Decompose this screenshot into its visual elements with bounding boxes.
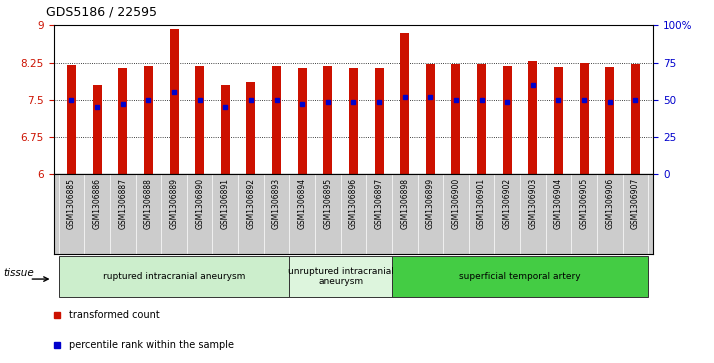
Text: GSM1306906: GSM1306906 <box>605 178 614 229</box>
Text: GSM1306902: GSM1306902 <box>503 178 512 229</box>
Text: GSM1306899: GSM1306899 <box>426 178 435 229</box>
Bar <box>298 68 306 174</box>
Text: GSM1306903: GSM1306903 <box>528 178 538 229</box>
Bar <box>503 66 512 174</box>
Text: unruptured intracranial
aneurysm: unruptured intracranial aneurysm <box>288 267 393 286</box>
Text: GSM1306907: GSM1306907 <box>631 178 640 229</box>
Text: GDS5186 / 22595: GDS5186 / 22595 <box>46 5 157 18</box>
Bar <box>554 66 563 174</box>
Text: GSM1306891: GSM1306891 <box>221 178 230 229</box>
Bar <box>169 29 178 174</box>
Bar <box>93 85 101 174</box>
Text: tissue: tissue <box>4 268 34 278</box>
Text: GSM1306900: GSM1306900 <box>451 178 461 229</box>
Text: GSM1306885: GSM1306885 <box>67 178 76 229</box>
Bar <box>349 68 358 174</box>
Text: GSM1306898: GSM1306898 <box>400 178 409 229</box>
Bar <box>605 66 614 174</box>
Text: GSM1306894: GSM1306894 <box>298 178 307 229</box>
Bar <box>631 64 640 174</box>
Bar <box>375 68 383 174</box>
Text: GSM1306887: GSM1306887 <box>119 178 127 229</box>
Bar <box>580 63 588 174</box>
FancyBboxPatch shape <box>289 256 392 297</box>
Bar <box>144 66 153 174</box>
Text: GSM1306890: GSM1306890 <box>195 178 204 229</box>
Text: GSM1306886: GSM1306886 <box>93 178 101 229</box>
Text: GSM1306904: GSM1306904 <box>554 178 563 229</box>
Bar <box>401 33 409 174</box>
Bar <box>119 68 127 174</box>
Text: GSM1306901: GSM1306901 <box>477 178 486 229</box>
Bar <box>426 64 435 174</box>
Bar <box>67 65 76 174</box>
Text: GSM1306897: GSM1306897 <box>375 178 383 229</box>
Text: GSM1306896: GSM1306896 <box>349 178 358 229</box>
Bar <box>477 64 486 174</box>
Bar <box>451 64 461 174</box>
Text: GSM1306889: GSM1306889 <box>169 178 178 229</box>
Bar <box>246 82 256 174</box>
Text: GSM1306893: GSM1306893 <box>272 178 281 229</box>
Text: ruptured intracranial aneurysm: ruptured intracranial aneurysm <box>103 272 245 281</box>
Text: GSM1306892: GSM1306892 <box>246 178 256 229</box>
Text: GSM1306888: GSM1306888 <box>144 178 153 229</box>
Bar <box>323 66 332 174</box>
Bar <box>272 66 281 174</box>
Bar <box>221 85 230 174</box>
Text: percentile rank within the sample: percentile rank within the sample <box>69 340 233 350</box>
Text: transformed count: transformed count <box>69 310 159 321</box>
FancyBboxPatch shape <box>392 256 648 297</box>
FancyBboxPatch shape <box>59 256 289 297</box>
Text: GSM1306905: GSM1306905 <box>580 178 588 229</box>
Text: superficial temporal artery: superficial temporal artery <box>459 272 581 281</box>
Text: GSM1306895: GSM1306895 <box>323 178 332 229</box>
Bar <box>528 61 538 174</box>
Bar <box>195 66 204 174</box>
